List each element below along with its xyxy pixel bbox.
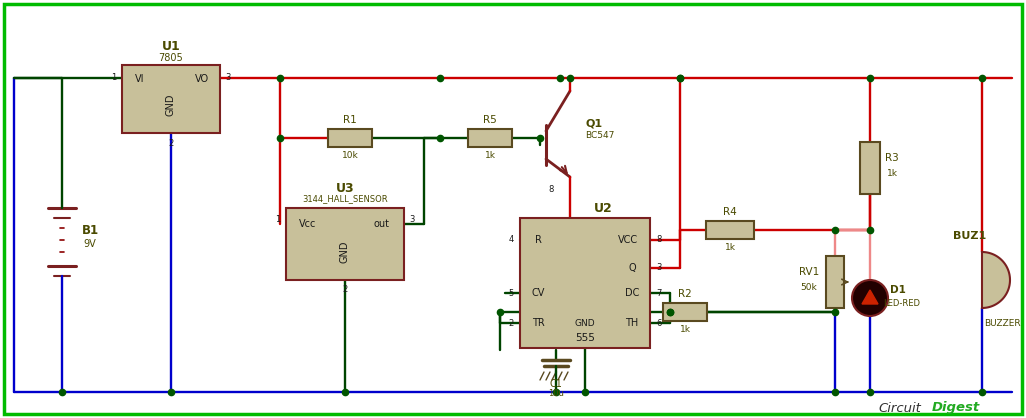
Text: 9V: 9V bbox=[84, 239, 96, 249]
Text: 1k: 1k bbox=[484, 151, 496, 161]
Text: 1: 1 bbox=[112, 72, 117, 82]
Circle shape bbox=[852, 280, 887, 316]
Text: 1k: 1k bbox=[724, 244, 736, 252]
Text: R5: R5 bbox=[483, 115, 497, 125]
Text: CV: CV bbox=[531, 288, 545, 298]
Text: RV1: RV1 bbox=[799, 267, 819, 277]
Text: 7805: 7805 bbox=[159, 53, 184, 63]
Text: 8: 8 bbox=[657, 235, 662, 245]
Text: out: out bbox=[374, 219, 390, 229]
Text: B1: B1 bbox=[81, 224, 98, 237]
Text: R: R bbox=[535, 235, 542, 245]
Text: Q1: Q1 bbox=[586, 118, 602, 128]
Text: 5: 5 bbox=[508, 288, 514, 298]
Text: D1: D1 bbox=[891, 285, 906, 295]
Bar bbox=[860, 142, 880, 194]
Text: Circuit: Circuit bbox=[878, 402, 921, 415]
Bar bbox=[663, 303, 707, 321]
Text: Digest: Digest bbox=[932, 402, 980, 415]
Text: DC: DC bbox=[625, 288, 639, 298]
Text: U2: U2 bbox=[594, 201, 613, 214]
Text: LED-RED: LED-RED bbox=[883, 300, 920, 308]
Text: 6: 6 bbox=[657, 319, 662, 327]
Text: 8: 8 bbox=[548, 184, 554, 194]
Text: BUZ1: BUZ1 bbox=[953, 231, 987, 241]
Text: 50k: 50k bbox=[800, 283, 818, 293]
Text: VCC: VCC bbox=[618, 235, 638, 245]
Bar bbox=[826, 256, 844, 308]
Text: 1k: 1k bbox=[886, 170, 898, 178]
Text: R2: R2 bbox=[678, 289, 692, 299]
Text: 10k: 10k bbox=[342, 151, 358, 161]
Text: 4: 4 bbox=[508, 235, 514, 245]
Text: U1: U1 bbox=[162, 41, 181, 54]
Text: BC547: BC547 bbox=[585, 130, 615, 140]
Text: R1: R1 bbox=[343, 115, 357, 125]
Text: 555: 555 bbox=[575, 333, 595, 343]
Text: 2: 2 bbox=[343, 285, 348, 295]
Text: R4: R4 bbox=[723, 207, 737, 217]
Text: 3144_HALL_SENSOR: 3144_HALL_SENSOR bbox=[303, 194, 388, 204]
Text: Q: Q bbox=[628, 263, 636, 273]
Text: 3: 3 bbox=[226, 72, 231, 82]
Text: GND: GND bbox=[340, 241, 350, 263]
Text: R3: R3 bbox=[885, 153, 899, 163]
Bar bbox=[122, 65, 220, 133]
Text: GND: GND bbox=[575, 319, 595, 327]
Text: GND: GND bbox=[166, 94, 176, 116]
Text: VI: VI bbox=[135, 74, 145, 84]
Text: 2: 2 bbox=[168, 138, 173, 148]
Text: 3: 3 bbox=[409, 216, 415, 224]
Bar bbox=[328, 129, 372, 147]
Text: Vcc: Vcc bbox=[300, 219, 317, 229]
Text: 10u: 10u bbox=[548, 388, 564, 398]
Text: U3: U3 bbox=[336, 181, 354, 194]
Text: 7: 7 bbox=[657, 288, 662, 298]
Text: 3: 3 bbox=[657, 263, 662, 273]
Bar bbox=[468, 129, 512, 147]
Bar bbox=[706, 221, 754, 239]
Bar bbox=[520, 218, 650, 348]
Polygon shape bbox=[862, 290, 878, 304]
Text: 2: 2 bbox=[508, 319, 514, 327]
Text: 1: 1 bbox=[275, 216, 281, 224]
Text: VO: VO bbox=[195, 74, 209, 84]
Text: C1: C1 bbox=[550, 379, 562, 389]
Polygon shape bbox=[982, 252, 1010, 308]
Text: TR: TR bbox=[531, 318, 545, 328]
Text: 1k: 1k bbox=[679, 326, 690, 334]
Text: TH: TH bbox=[626, 318, 638, 328]
Text: BUZZER: BUZZER bbox=[984, 319, 1020, 329]
Bar bbox=[286, 208, 404, 280]
